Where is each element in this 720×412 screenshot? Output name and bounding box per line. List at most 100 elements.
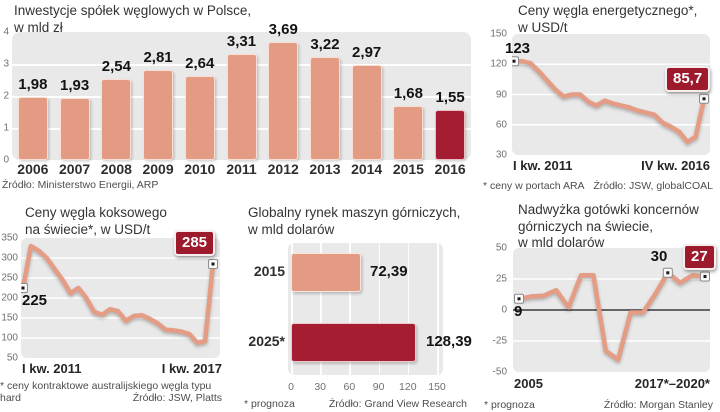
- y-tick-label: 90: [495, 89, 507, 100]
- x-axis-year-label: 2016: [434, 161, 466, 177]
- y-axis: 4 3 2 1 0: [0, 27, 9, 166]
- y-tick-label: 0: [3, 154, 9, 166]
- bar-value-label: 128,39: [426, 333, 472, 350]
- line-chart-plot-area: [512, 34, 710, 155]
- x-axis-year-label: 2013: [309, 161, 341, 177]
- chart-title-line2: w mld dolarów: [248, 221, 335, 237]
- start-value-annotation: 123: [505, 40, 531, 57]
- gridline: [291, 243, 293, 375]
- hbar-chart-plot-area: [288, 243, 443, 375]
- category-label-2015: 2015: [253, 263, 285, 279]
- chart-title-line1: Ceny węgla energetycznego*,: [518, 3, 698, 18]
- source-note: Źródło: Grand View Research: [328, 398, 467, 410]
- chart-title: Inwestycje spółek węglowych w Polsce, w …: [14, 3, 251, 36]
- x-tick-label: 0: [288, 381, 294, 393]
- bar-value-label: 2,64: [185, 54, 215, 72]
- energy-coal-price-panel: Ceny węgla energetycznego*, w USD/t 150 1…: [480, 0, 720, 200]
- x-axis-year-label: 2006: [17, 161, 49, 177]
- chart-title: Globalny rynek maszyn górniczych, w mld …: [248, 205, 460, 238]
- source-note: Źródło: JSW, Platts: [132, 392, 222, 404]
- line-chart-plot-area: [513, 248, 710, 372]
- bar-2008: [101, 78, 132, 160]
- bar-2012: [268, 41, 299, 160]
- bar-2006: [17, 96, 48, 160]
- x-axis-label-left: I kw. 2011: [513, 158, 573, 173]
- point-marker: [514, 293, 524, 304]
- bar-value-label: 3,31: [226, 33, 257, 51]
- y-tick-label: -50: [492, 366, 507, 378]
- chart-title-line2: w USD/t: [518, 19, 568, 35]
- source-note: Źródło: Morgan Stanley: [603, 399, 713, 411]
- bar-2010: [184, 75, 215, 160]
- y-axis: 350 300 250 200 150 100 50: [0, 233, 18, 364]
- x-axis-year-label: 2015: [392, 161, 424, 177]
- chart-title-line1: Nadwyżka gotówki koncernów: [518, 202, 699, 217]
- point-marker: [700, 271, 710, 282]
- bar-2013: [309, 56, 340, 160]
- y-tick-label: 4: [3, 26, 9, 38]
- x-axis-year-label: 2008: [100, 161, 132, 177]
- bar-value-label: 1,55: [435, 89, 465, 107]
- y-tick-label: -25: [492, 335, 507, 347]
- y-tick-label: 0: [501, 304, 507, 316]
- y-tick-label: 150: [490, 28, 507, 40]
- footnote-line1: * ceny kontraktowe australijskiego węgla…: [0, 380, 212, 392]
- chart-title: Ceny węgla energetycznego*, w USD/t: [518, 3, 697, 36]
- x-tick-label: 90: [372, 381, 385, 393]
- x-axis-year-label: 2011: [226, 161, 257, 177]
- bar-value-label: 1,68: [393, 85, 423, 103]
- x-axis-label-right: 2017*–2020*: [634, 376, 710, 391]
- chart-title: Ceny węgla koksowego na świecie*, w USD/…: [25, 205, 167, 238]
- x-axis-label-left: I kw. 2011: [22, 361, 82, 376]
- line-chart-plot-area: [21, 238, 220, 358]
- bar-2009: [143, 70, 174, 160]
- bar-value-label: 72,39: [370, 263, 408, 280]
- x-axis-year-label: 2007: [59, 161, 91, 177]
- y-axis: 50 25 0 -25 -50: [480, 243, 507, 378]
- x-axis: 2006 2007 2008 2009 2010 2011 2012 2013 2014 2015…: [12, 161, 471, 179]
- chart-title-line2: na świecie*, w USD/t: [25, 221, 151, 237]
- chart-title-line2: górniczych na świecie,: [518, 218, 654, 234]
- bar-row: [291, 323, 437, 362]
- y-tick-label: 350: [1, 232, 18, 244]
- coking-coal-price-panel: Ceny węgla koksowego na świecie*, w USD/…: [0, 200, 240, 412]
- mining-machinery-panel: Globalny rynek maszyn górniczych, w mld …: [240, 200, 480, 412]
- x-axis-year-label: 2012: [267, 161, 299, 177]
- bar-value-label: 2,54: [101, 57, 131, 75]
- bar-2015: [291, 253, 362, 292]
- x-axis-year-label: 2014: [351, 161, 383, 177]
- start-value-annotation: 225: [22, 292, 48, 309]
- x-axis-label-right: I kw. 2017: [161, 361, 222, 376]
- y-tick-label: 120: [490, 58, 507, 70]
- bar-chart-plot-area: 1,98 1,93 2,54 2,81 2,64 3,31 3,69 3,22 2,97 1,68…: [12, 21, 471, 160]
- data-line: [516, 270, 708, 362]
- source-note: Źródło: Ministerstwo Energii, ARP: [2, 179, 159, 191]
- chart-title-line1: Globalny rynek maszyn górniczych,: [248, 205, 461, 220]
- y-tick-label: 150: [1, 312, 18, 324]
- gridline: [437, 243, 439, 375]
- point-marker: [699, 93, 709, 104]
- bar-2016: [435, 110, 466, 160]
- x-axis-year-label: 2009: [142, 161, 174, 177]
- y-tick-label: 2: [3, 90, 9, 102]
- data-line: [512, 58, 707, 145]
- footnote: * prognoza: [244, 398, 295, 410]
- source-note: Źródło: JSW, globalCOAL: [593, 180, 713, 192]
- bar-value-label: 3,22: [310, 35, 340, 53]
- start-value-annotation: 9: [514, 303, 523, 320]
- end-value-badge: 85,7: [665, 66, 711, 92]
- end-value-badge: 27: [683, 244, 716, 270]
- chart-title-line1: Ceny węgla koksowego: [25, 205, 167, 220]
- bar-2015: [393, 106, 424, 160]
- footnote-line2: hard: [0, 392, 22, 404]
- x-tick-label: 150: [428, 381, 446, 393]
- footnote: * prognoza: [484, 399, 535, 411]
- investments-chart-panel: Inwestycje spółek węglowych w Polsce, w …: [0, 0, 480, 200]
- footnote: * ceny w portach ARA: [483, 180, 585, 192]
- x-axis-label-left: 2005: [514, 376, 543, 391]
- gridline: [407, 243, 410, 375]
- gridline: [320, 243, 322, 375]
- chart-title-line1: Inwestycje spółek węglowych w Polsce,: [14, 3, 252, 18]
- bar-2025: [291, 323, 416, 362]
- y-tick-label: 30: [495, 149, 507, 161]
